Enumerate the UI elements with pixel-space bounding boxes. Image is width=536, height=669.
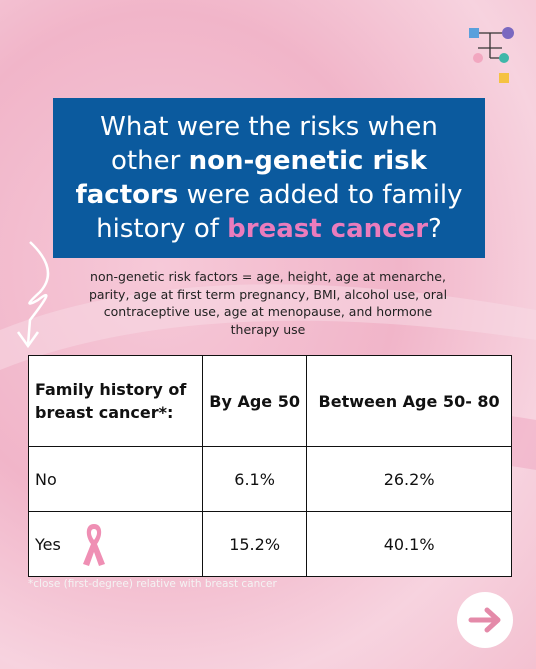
header-cell: Family history of breast cancer*:: [28, 355, 203, 447]
header-cell: By Age 50: [201, 355, 308, 447]
title-text: What were the risks when other: [100, 112, 438, 176]
footnote: *close (first-degree) relative with brea…: [28, 578, 277, 590]
ribbon-icon: [83, 524, 105, 566]
note: non-genetic risk factors = age, height, …: [88, 269, 448, 337]
risk-table: Family history of breast cancer*: By Age…: [28, 355, 512, 577]
arrow-icon: [468, 607, 501, 633]
ribbon-bg: [0, 284, 536, 370]
logo: [469, 27, 514, 83]
cell: Yes: [28, 511, 203, 577]
title-text: were added to family history of: [96, 180, 463, 244]
cell: 40.1%: [306, 511, 512, 577]
next-button[interactable]: [457, 592, 513, 648]
title-box: What were the risks when other non-genet…: [53, 98, 485, 258]
cell: 15.2%: [201, 511, 308, 577]
title-text: ?: [428, 214, 442, 244]
cell-text: Yes: [35, 534, 61, 554]
title-emphasis: non-genetic risk factors: [75, 146, 427, 210]
row: No 6.1% 26.2%: [28, 446, 512, 512]
title-highlight: breast cancer: [227, 214, 429, 244]
header-cell: Between Age 50- 80: [306, 355, 512, 447]
cell: No: [28, 446, 203, 512]
cell: 26.2%: [306, 446, 512, 512]
cell: 6.1%: [201, 446, 308, 512]
title: What were the risks when other non-genet…: [71, 110, 467, 246]
curly-arrow: [16, 241, 50, 349]
row: Yes 15.2% 40.1%: [28, 511, 512, 577]
header-row: Family history of breast cancer*: By Age…: [28, 355, 512, 447]
